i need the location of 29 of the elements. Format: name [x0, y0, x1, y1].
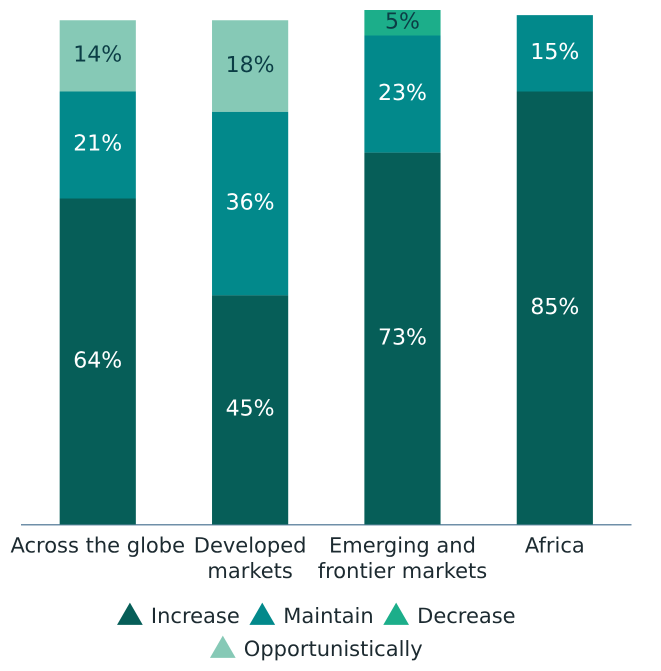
bar [364, 35, 441, 153]
data-label: 15% [530, 40, 580, 66]
bar [60, 198, 136, 525]
legend-label: Increase [150, 604, 240, 628]
data-label: 85% [530, 294, 580, 320]
data-label: 36% [226, 190, 275, 216]
bar [212, 295, 288, 525]
data-label: 45% [226, 396, 275, 422]
data-label: 14% [73, 42, 122, 68]
bar [212, 20, 288, 112]
bar [364, 152, 441, 525]
bar [212, 112, 288, 296]
bar [60, 20, 136, 92]
data-label: 5% [385, 9, 420, 34]
bar [60, 92, 136, 199]
data-label: 21% [73, 132, 122, 157]
x-tick-label: Emerging and frontier markets [318, 534, 488, 583]
data-label: 73% [378, 325, 427, 350]
data-label: 23% [378, 80, 427, 106]
bar [516, 92, 593, 525]
legend-label: Maintain [283, 604, 374, 628]
legend-label: Opportunistically [244, 636, 423, 661]
legend-label: Decrease [417, 604, 516, 628]
x-tick-label: Africa [524, 534, 585, 558]
data-label: 18% [226, 52, 275, 78]
bar [516, 15, 593, 92]
x-tick-label: Developed markets [194, 534, 306, 583]
data-label: 64% [73, 348, 122, 374]
x-tick-label: Across the globe [10, 534, 186, 558]
